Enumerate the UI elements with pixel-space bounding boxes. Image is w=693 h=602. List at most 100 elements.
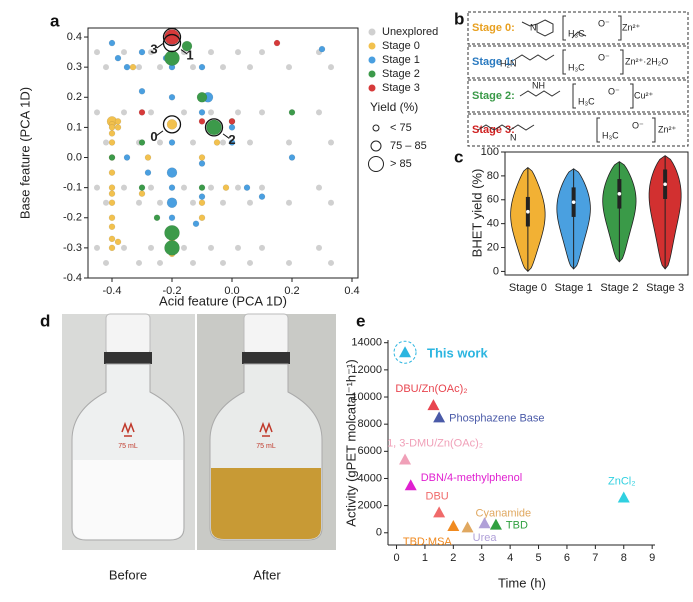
y-tick-label: -0.1 xyxy=(63,182,82,194)
x-tick-label: 0.2 xyxy=(284,285,299,297)
annotation-label: 1 xyxy=(186,47,193,62)
annotation-label: 2 xyxy=(228,132,235,147)
bottle-label: 75 mL xyxy=(118,443,138,450)
y-tick-label: 40 xyxy=(487,218,499,230)
annotation-ring xyxy=(162,27,182,47)
point xyxy=(138,190,146,197)
y-tick-label: 10000 xyxy=(351,391,382,403)
x-tick-label: 3 xyxy=(479,552,485,564)
point xyxy=(196,92,208,103)
point-label: Phosphazene Base xyxy=(449,412,544,424)
point xyxy=(228,118,236,125)
y-tick-label: 14000 xyxy=(351,337,382,349)
y-tick-label: -0.2 xyxy=(63,212,82,224)
point xyxy=(404,479,417,491)
point xyxy=(103,139,109,146)
point xyxy=(198,63,206,71)
y-tick-label: 0.3 xyxy=(67,61,82,73)
point xyxy=(181,109,187,116)
point xyxy=(286,199,292,206)
point xyxy=(144,169,152,176)
point xyxy=(235,184,241,191)
point xyxy=(108,169,116,176)
point-label: DBU/Zn(OAc)₂ xyxy=(395,383,467,395)
y-tick-label: 0.0 xyxy=(67,151,82,163)
point xyxy=(208,184,214,191)
point xyxy=(198,154,206,161)
y-tick-label: 80 xyxy=(487,170,499,182)
point xyxy=(108,184,116,191)
panel-label: a xyxy=(50,11,60,30)
point xyxy=(243,184,251,191)
point-label: TBD:MSA xyxy=(403,536,453,548)
x-axis-label: Time (h) xyxy=(498,575,546,590)
y-tick-label: 0.1 xyxy=(67,121,82,133)
point xyxy=(138,48,146,56)
point xyxy=(164,225,180,241)
point xyxy=(108,139,116,146)
y-tick-label: 8000 xyxy=(358,418,382,430)
acetate: H₃C xyxy=(568,62,585,72)
point xyxy=(288,109,296,116)
annotation-label: 0 xyxy=(150,129,157,144)
point xyxy=(190,199,196,206)
annotation-ring xyxy=(162,115,182,134)
y-tick-label: 4000 xyxy=(358,472,382,484)
legend-swatch xyxy=(368,28,376,36)
panel-label: e xyxy=(356,311,365,330)
point-label: DBN/4-methylphenol xyxy=(421,472,522,484)
point xyxy=(198,160,206,167)
panel-label: d xyxy=(40,311,50,330)
point xyxy=(220,199,226,206)
x-tick-label: 1 xyxy=(422,552,428,564)
point-label: Urea xyxy=(473,532,498,544)
point xyxy=(259,109,265,116)
point xyxy=(286,139,292,146)
point xyxy=(164,50,180,66)
legend-swatch xyxy=(368,70,376,78)
size-label: > 85 xyxy=(390,158,412,170)
legend-swatch xyxy=(368,56,376,64)
point-label: Cyanamide xyxy=(476,507,532,519)
point xyxy=(153,214,161,222)
y-tick-label: 0 xyxy=(376,527,382,539)
y-tick-label: 6000 xyxy=(358,445,382,457)
point xyxy=(121,49,127,56)
x-tick-label: Stage 3 xyxy=(646,282,684,294)
y-axis-label: BHET yield (%) xyxy=(469,169,484,258)
point xyxy=(166,167,178,178)
x-tick-label: 4 xyxy=(507,552,513,564)
point xyxy=(259,184,265,191)
point xyxy=(220,64,226,71)
legend-swatch xyxy=(368,42,376,50)
point xyxy=(198,193,206,200)
annotation-arrow xyxy=(156,130,164,136)
point xyxy=(198,214,206,222)
point xyxy=(94,109,100,116)
stage-name: Stage 2: xyxy=(472,90,515,102)
point xyxy=(168,184,176,191)
size-label: 75 – 85 xyxy=(390,140,427,152)
bottle-after xyxy=(209,313,323,541)
point xyxy=(427,399,440,411)
point xyxy=(433,506,446,518)
stage-box xyxy=(467,113,689,147)
x-tick-label: 2 xyxy=(450,552,456,564)
y-tick-label: 0 xyxy=(493,265,499,277)
point xyxy=(247,259,253,266)
point xyxy=(166,119,178,130)
point xyxy=(192,220,200,228)
point xyxy=(286,259,292,266)
panel-d: d 75 mL 75 mL Before After xyxy=(40,311,336,582)
point-label: This work xyxy=(427,346,488,361)
point xyxy=(166,197,178,208)
stage-name: Stage 1: xyxy=(472,56,515,68)
point xyxy=(148,49,154,56)
x-tick-label: Stage 1 xyxy=(555,282,593,294)
acetate: H₃C xyxy=(568,28,585,38)
y-tick-label: 0.4 xyxy=(67,31,82,43)
acetate: H₃C xyxy=(602,130,619,140)
point xyxy=(273,39,281,47)
point xyxy=(114,124,122,131)
